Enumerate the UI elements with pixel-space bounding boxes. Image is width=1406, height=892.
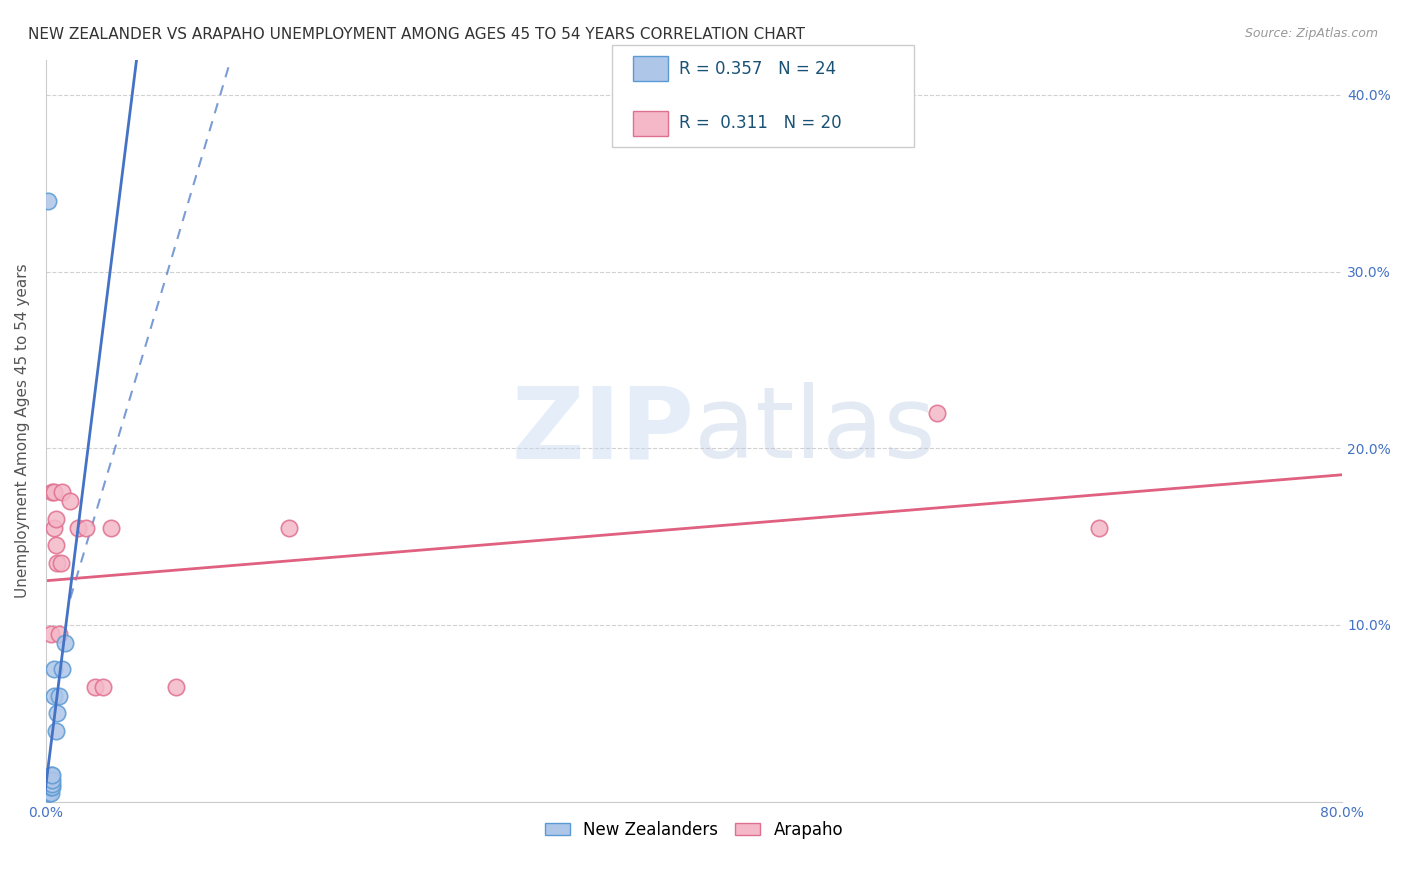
Point — [37, 777, 59, 791]
Point — [38, 786, 60, 800]
Point — [42, 689, 65, 703]
Point — [41, 780, 63, 795]
Point — [927, 406, 949, 420]
Point — [37, 786, 59, 800]
Text: R = 0.357   N = 24: R = 0.357 N = 24 — [679, 60, 837, 78]
Point — [39, 780, 62, 795]
Point — [42, 662, 65, 676]
Point — [42, 485, 65, 500]
Point — [51, 662, 73, 676]
Point — [38, 780, 60, 795]
Point — [39, 626, 62, 640]
Point — [45, 723, 67, 738]
Text: Source: ZipAtlas.com: Source: ZipAtlas.com — [1244, 27, 1378, 40]
Point — [38, 773, 60, 788]
Point — [100, 521, 122, 535]
Point — [42, 521, 65, 535]
Point — [37, 194, 59, 208]
Point — [49, 556, 72, 570]
Point — [41, 768, 63, 782]
Point — [278, 521, 301, 535]
Text: NEW ZEALANDER VS ARAPAHO UNEMPLOYMENT AMONG AGES 45 TO 54 YEARS CORRELATION CHAR: NEW ZEALANDER VS ARAPAHO UNEMPLOYMENT AM… — [28, 27, 806, 42]
Point — [41, 773, 63, 788]
Text: R =  0.311   N = 20: R = 0.311 N = 20 — [679, 114, 842, 132]
Point — [41, 485, 63, 500]
Point — [1088, 521, 1111, 535]
Text: atlas: atlas — [695, 382, 936, 479]
Y-axis label: Unemployment Among Ages 45 to 54 years: Unemployment Among Ages 45 to 54 years — [15, 263, 30, 598]
Point — [38, 777, 60, 791]
Point — [46, 706, 69, 721]
Point — [67, 521, 90, 535]
Point — [46, 556, 69, 570]
Point — [55, 635, 77, 649]
Point — [83, 680, 105, 694]
Point — [165, 680, 187, 694]
Text: ZIP: ZIP — [512, 382, 695, 479]
Point — [45, 512, 67, 526]
Point — [39, 786, 62, 800]
Legend: New Zealanders, Arapaho: New Zealanders, Arapaho — [538, 814, 849, 846]
Point — [37, 780, 59, 795]
Point — [41, 777, 63, 791]
Point — [48, 689, 70, 703]
Point — [39, 773, 62, 788]
Point — [51, 485, 73, 500]
Point — [39, 768, 62, 782]
Point — [59, 494, 82, 508]
Point — [76, 521, 98, 535]
Point — [45, 538, 67, 552]
Point — [91, 680, 114, 694]
Point — [39, 777, 62, 791]
Point — [48, 626, 70, 640]
